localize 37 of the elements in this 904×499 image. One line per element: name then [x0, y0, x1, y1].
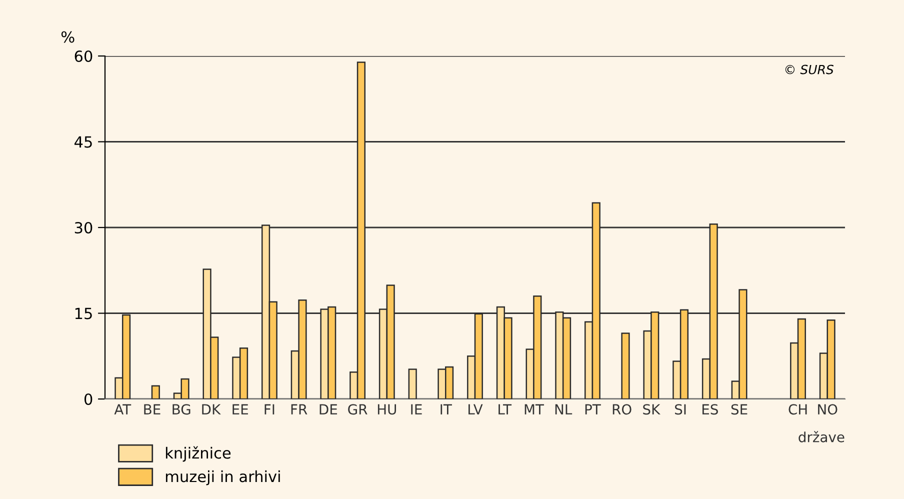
y-tick-label: 45	[74, 136, 92, 148]
y-tick-label: 0	[84, 393, 92, 406]
annotation: © SURS	[785, 64, 834, 74]
legend-label: knjižnice	[166, 446, 231, 462]
bar	[408, 368, 417, 399]
x-tick-label: AT	[114, 404, 132, 414]
bar	[621, 332, 630, 399]
x-tick-label: DE	[320, 404, 338, 414]
x-tick-label: LV	[468, 404, 483, 414]
x-tick-label: SK	[643, 404, 660, 415]
x-tick-label: BE	[144, 404, 160, 414]
x-tick-label: NO	[818, 404, 838, 415]
x-tick-label: MT	[524, 404, 544, 414]
x-tick-label: GR	[348, 404, 368, 415]
legend-label: muzeji in arhivi	[166, 470, 280, 486]
x-axis-title: države	[798, 431, 844, 442]
x-tick-label: RO	[612, 404, 632, 415]
bar	[151, 385, 160, 399]
x-tick-label: PT	[585, 404, 601, 414]
x-tick-label: SE	[731, 404, 748, 415]
x-tick-label: HU	[378, 404, 396, 415]
y-tick-label: 60	[74, 50, 92, 62]
x-tick-label: IT	[440, 404, 452, 414]
x-tick-label: ES	[702, 404, 718, 415]
y-tick-label: 30	[74, 222, 92, 234]
x-tick-label: FR	[291, 404, 308, 414]
x-tick-label: DK	[202, 404, 221, 414]
y-tick-label: 15	[75, 308, 92, 320]
x-tick-label: FI	[264, 404, 274, 414]
x-tick-label: LT	[498, 404, 512, 414]
x-tick-label: BG	[172, 404, 190, 415]
x-tick-label: IE	[411, 404, 422, 414]
x-tick-label: SI	[675, 404, 686, 415]
x-tick-label: CH	[788, 404, 807, 415]
x-tick-label: EE	[232, 404, 248, 414]
x-tick-label: NL	[555, 404, 572, 414]
y-axis-title: %	[61, 31, 74, 43]
